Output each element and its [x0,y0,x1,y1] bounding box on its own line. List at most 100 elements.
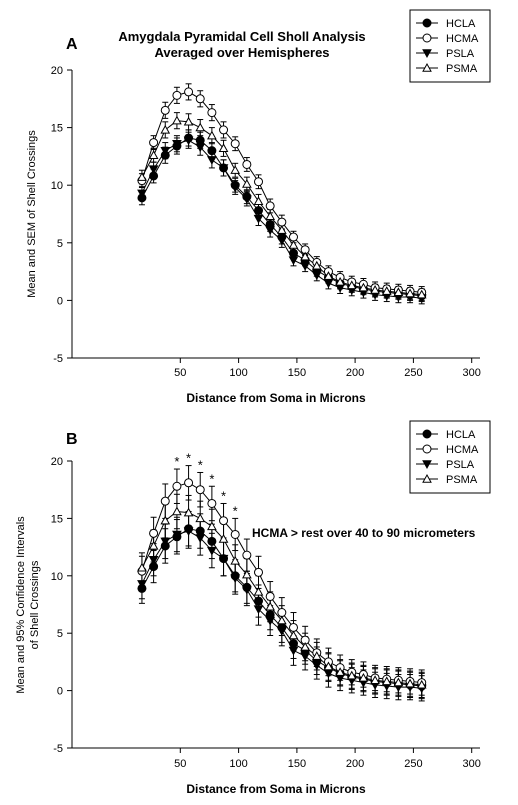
data-point [381,676,392,686]
panel-b-plot-area: * * * * * * [137,451,427,702]
data-point [184,87,194,97]
significance-star: * [186,451,191,466]
legend-item-hcma: HCMA [416,33,479,45]
data-point [288,256,299,266]
data-point [276,627,287,636]
panel-a-letter: A [66,36,78,53]
data-point [358,672,369,682]
data-point [300,652,310,662]
data-point [323,661,334,671]
data-point [160,105,170,115]
legend-label: HCMA [446,444,479,456]
data-point [207,521,217,531]
data-point [149,138,159,148]
data-point [183,507,194,517]
legend-marker [422,429,432,439]
data-point [137,172,147,181]
data-point [242,179,252,188]
error-bars-psma [138,112,425,301]
panel-a-y-tick-label: 20 [51,65,63,77]
error-bars-psma [138,493,425,698]
panel-a-y-tick-label: 0 [57,295,63,307]
data-point [195,534,206,543]
data-point [183,116,194,126]
data-point [265,591,275,601]
data-point [172,481,182,491]
data-point [311,661,322,671]
panel-a-x-tick-label: 250 [404,367,422,379]
data-point [276,615,287,625]
data-point [172,115,182,125]
data-point [323,669,334,679]
data-point [183,527,194,537]
legend-item-psla: PSLA [416,48,475,60]
panel-a-x-tick-label: 200 [346,367,364,379]
data-point [195,94,205,104]
data-point [358,282,369,292]
data-point [265,211,276,221]
legend-label: HCLA [446,18,476,30]
series-line-psma [141,120,422,296]
panel-a-title: Amygdala Pyramidal Cell Sholl Analysis [118,29,365,44]
data-point [288,232,298,242]
data-point [393,677,404,687]
data-point [381,286,392,295]
significance-star: * [174,454,179,469]
data-point [393,287,404,297]
panel-b-y-ticks: -5 0 5 10 15 20 [51,456,72,755]
data-point [311,260,322,270]
data-point [218,164,229,173]
panel-b-x-tick-label: 50 [174,758,186,770]
data-point [137,562,147,572]
panel-a-legend: HCLA HCMA PSLA PSMA [409,9,491,83]
panel-b-y-axis-label: Mean and 95% Confidence Intervals [15,516,27,694]
data-point [323,271,334,280]
data-point [276,225,287,234]
panel-a-x-tick-label: 100 [229,367,247,379]
panel-a-x-axis-label: Distance from Soma in Microns [186,391,366,405]
series-points-psla [137,527,427,694]
legend-label: HCLA [446,429,476,441]
data-point [149,528,159,538]
data-point [323,279,334,289]
legend-label: PSMA [446,63,478,75]
data-point [195,143,206,153]
data-point [218,534,229,543]
panel-b-x-axis-label: Distance from Soma in Microns [186,782,366,796]
data-point [277,608,287,618]
data-point [242,159,252,169]
legend-marker [422,18,432,28]
data-point [242,550,252,560]
significance-star: * [233,503,238,518]
legend-label: PSMA [446,474,478,486]
data-point [195,122,206,132]
data-point [137,580,147,589]
data-point [288,646,299,656]
data-point [148,556,159,565]
data-point [148,165,159,175]
legend-item-hcla: HCLA [416,18,476,30]
panel-b-y-tick-label: 20 [51,456,63,468]
panel-b-x-tick-label: 100 [229,758,247,770]
data-point [207,108,217,118]
data-point [346,280,357,290]
data-point [346,670,357,680]
data-point [172,90,182,100]
legend-item-hcma: HCMA [416,444,479,456]
significance-star: * [198,457,203,472]
data-point [300,251,310,261]
data-point [230,555,241,565]
error-bars-hcma [138,83,425,299]
data-point [207,546,217,556]
data-point [219,125,229,135]
series-points-hcma [137,87,427,297]
data-point [230,574,241,584]
data-point [218,554,229,564]
panel-b: B -5 0 5 10 15 20 50 100 150 [15,420,491,796]
data-point [183,136,194,146]
legend-item-psma: PSMA [416,62,478,75]
data-point [195,513,206,523]
data-point [276,236,287,246]
data-point [265,616,276,626]
